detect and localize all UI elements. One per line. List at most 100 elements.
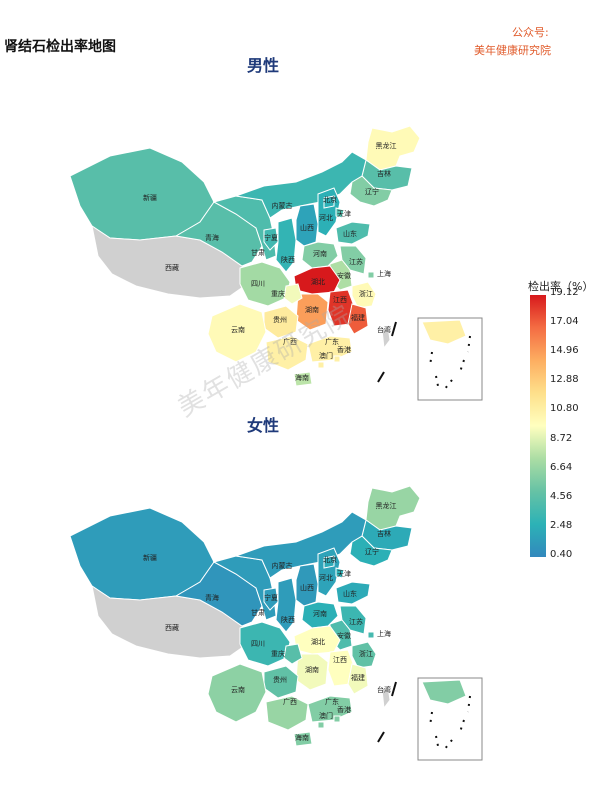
region-23 — [347, 663, 369, 695]
region-label: 广东 — [325, 337, 339, 346]
legend-tick-label: 12.88 — [550, 374, 579, 386]
region-14 — [335, 221, 371, 245]
region-24 — [239, 621, 291, 667]
region-label: 湖南 — [305, 665, 319, 674]
region-25 — [283, 283, 303, 305]
region-8 — [263, 587, 279, 611]
region-12 — [323, 195, 335, 209]
region-15 — [301, 241, 339, 269]
region-27 — [207, 663, 267, 723]
region-label: 天津 — [337, 570, 351, 578]
nine-dash-line — [429, 695, 471, 751]
region-label: 山西 — [300, 223, 314, 232]
region-label: 福建 — [351, 313, 365, 322]
region-18 — [367, 271, 375, 279]
region-label: 贵州 — [273, 315, 287, 324]
region-9 — [275, 577, 297, 633]
region-label: 云南 — [231, 325, 245, 334]
region-24 — [239, 261, 291, 307]
legend-color-bar — [530, 295, 546, 557]
region-0 — [365, 125, 421, 171]
region-2 — [349, 535, 393, 567]
region-13 — [335, 567, 345, 579]
map-title-male: 男性 — [247, 56, 280, 75]
region-19 — [351, 641, 377, 669]
region-label: 贵州 — [273, 675, 287, 684]
region-7 — [235, 151, 367, 219]
region-label: 内蒙古 — [272, 561, 293, 570]
region-label: 新疆 — [143, 553, 157, 562]
region-label: 河北 — [319, 574, 333, 582]
region-33 — [381, 325, 391, 350]
boundary-marks — [377, 321, 397, 383]
legend-tick-label: 4.56 — [550, 490, 573, 502]
region-label: 宁夏 — [264, 233, 278, 242]
region-label: 北京 — [323, 195, 337, 204]
region-label: 山东 — [343, 229, 357, 238]
region-label: 江西 — [333, 656, 347, 664]
region-8 — [263, 227, 279, 251]
region-label: 青海 — [205, 593, 219, 602]
region-label: 台湾 — [377, 685, 391, 694]
region-label: 西藏 — [165, 623, 179, 632]
region-label: 广东 — [325, 697, 339, 706]
region-label: 青海 — [205, 233, 219, 242]
region-label: 甘肃 — [251, 248, 265, 257]
region-label: 吉林 — [377, 169, 391, 178]
region-0 — [365, 485, 421, 531]
region-30 — [317, 721, 325, 729]
region-32 — [293, 731, 313, 747]
region-label: 上海 — [377, 629, 391, 638]
region-label: 山东 — [343, 589, 357, 598]
region-label: 山西 — [300, 583, 314, 592]
region-label: 澳门 — [319, 351, 333, 360]
region-27 — [207, 303, 267, 363]
region-label: 天津 — [337, 210, 351, 218]
region-label: 安徽 — [337, 631, 351, 640]
region-label: 海南 — [295, 733, 309, 742]
region-label: 新疆 — [143, 193, 157, 202]
region-25 — [283, 643, 303, 665]
legend-tick-label: 19.12 — [550, 287, 579, 298]
region-7 — [235, 511, 367, 579]
region-label: 浙江 — [359, 649, 373, 658]
region-12 — [323, 555, 335, 569]
region-label: 四川 — [251, 640, 265, 648]
region-label: 黑龙江 — [376, 141, 397, 150]
region-label: 北京 — [323, 555, 337, 564]
page-title: 肾结石检出率地图 — [4, 39, 116, 55]
region-23 — [347, 303, 369, 335]
region-label: 河南 — [313, 609, 327, 618]
region-19 — [351, 281, 377, 309]
region-label: 江苏 — [349, 617, 363, 626]
region-28 — [265, 695, 309, 731]
region-label: 香港 — [337, 345, 351, 354]
region-label: 上海 — [377, 269, 391, 278]
inset-mainland — [421, 679, 467, 705]
legend-tick-label: 14.96 — [550, 345, 579, 357]
region-label: 江苏 — [349, 257, 363, 266]
region-label: 湖南 — [305, 305, 319, 314]
region-label: 辽宁 — [365, 187, 379, 196]
region-18 — [367, 631, 375, 639]
boundary-marks — [377, 681, 397, 743]
region-label: 安徽 — [337, 271, 351, 280]
region-32 — [293, 371, 313, 387]
legend-tick-label: 0.40 — [550, 549, 573, 560]
nine-dash-line — [429, 335, 471, 391]
region-label: 重庆 — [271, 289, 285, 298]
region-label: 香港 — [337, 705, 351, 714]
region-31 — [333, 355, 341, 363]
region-label: 江西 — [333, 296, 347, 304]
region-label: 广西 — [283, 337, 297, 346]
region-15 — [301, 601, 339, 629]
inset-mainland — [421, 319, 467, 345]
region-label: 澳门 — [319, 711, 333, 720]
region-30 — [317, 361, 325, 369]
legend-title: 检出率（%） — [528, 280, 594, 293]
map-title-female: 女性 — [247, 416, 280, 435]
region-label: 河南 — [313, 249, 327, 258]
region-label: 甘肃 — [251, 608, 265, 617]
